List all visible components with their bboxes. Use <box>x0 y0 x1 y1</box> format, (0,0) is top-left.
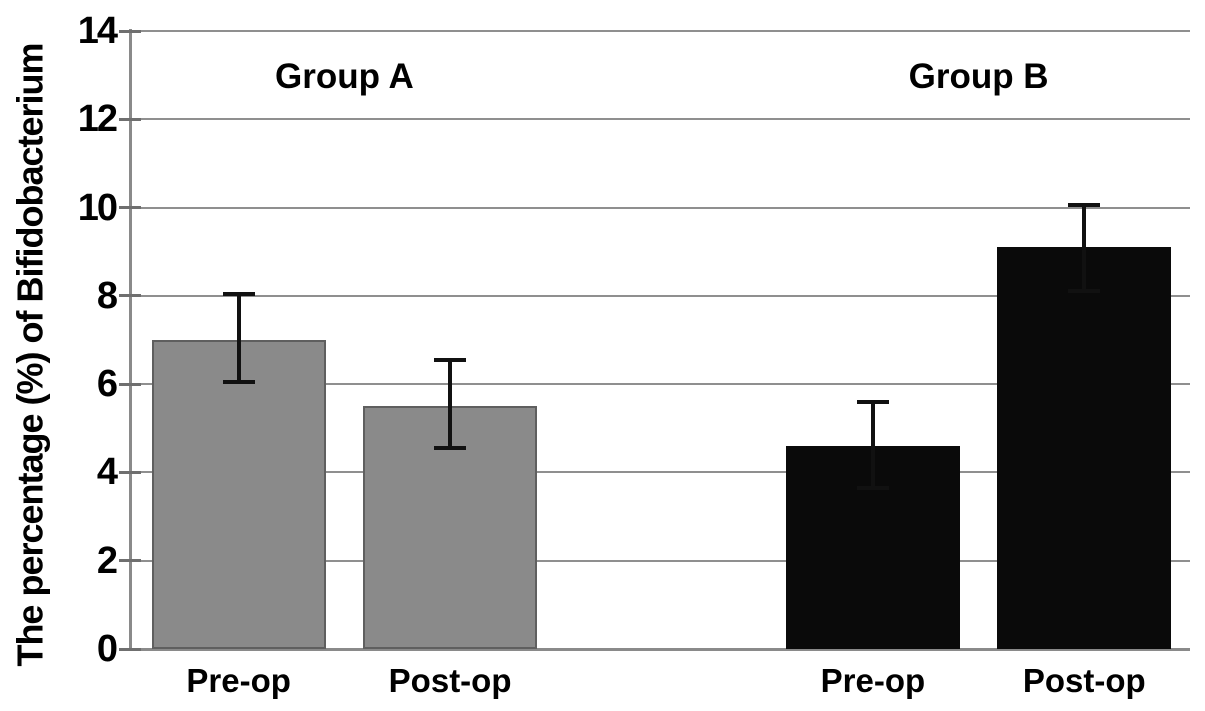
y-axis-line <box>129 29 132 651</box>
group-label-group-b: Group B <box>908 57 1049 96</box>
gridline <box>133 383 1190 386</box>
y-tick-mark <box>119 206 141 210</box>
y-tick-label: 4 <box>96 451 118 494</box>
x-tick-label-group-a-post-op: Post-op <box>388 662 512 699</box>
error-bar-group-b-pre-op <box>870 401 875 488</box>
y-tick-label: 2 <box>96 539 118 582</box>
y-tick-mark <box>119 647 141 651</box>
error-bar-cap <box>856 485 889 490</box>
y-tick-label: 6 <box>96 363 118 406</box>
error-bar-cap <box>1068 289 1101 294</box>
gridline <box>133 206 1190 209</box>
y-tick-mark <box>119 294 141 298</box>
gridline <box>133 294 1190 297</box>
y-tick-label: 12 <box>77 98 118 141</box>
y-axis-title: The percentage (%) of Bifidobacterium <box>9 43 51 667</box>
gridline <box>133 559 1190 562</box>
y-tick-label: 8 <box>96 274 118 317</box>
error-bar-cap <box>856 399 889 404</box>
bar-group-a-pre-op <box>151 340 326 649</box>
y-tick-label: 14 <box>77 10 118 52</box>
bar-group-b-post-op <box>997 247 1172 649</box>
y-tick-mark <box>119 382 141 386</box>
x-axis-line <box>129 648 1190 651</box>
error-bar-cap <box>1068 203 1101 208</box>
y-tick-label: 10 <box>77 186 118 229</box>
group-label-group-a: Group A <box>275 57 414 96</box>
error-bar-cap <box>222 379 255 384</box>
y-tick-mark <box>119 29 141 33</box>
x-tick-label-group-b-pre-op: Pre-op <box>820 662 926 699</box>
gridline <box>133 118 1190 121</box>
y-tick-mark <box>119 559 141 563</box>
gridline <box>133 471 1190 474</box>
error-bar-cap <box>222 291 255 296</box>
gridline <box>133 30 1190 32</box>
x-tick-label-group-b-post-op: Post-op <box>1022 662 1146 699</box>
error-bar-cap <box>434 446 467 451</box>
error-bar-group-a-pre-op <box>236 293 241 382</box>
y-tick-mark <box>119 470 141 474</box>
error-bar-group-a-post-op <box>448 359 453 449</box>
error-bar-cap <box>434 357 467 362</box>
y-tick-label: 0 <box>96 628 118 670</box>
y-tick-mark <box>119 117 141 121</box>
error-bar-group-b-post-op <box>1082 205 1087 292</box>
x-tick-label-group-a-pre-op: Pre-op <box>186 662 291 699</box>
